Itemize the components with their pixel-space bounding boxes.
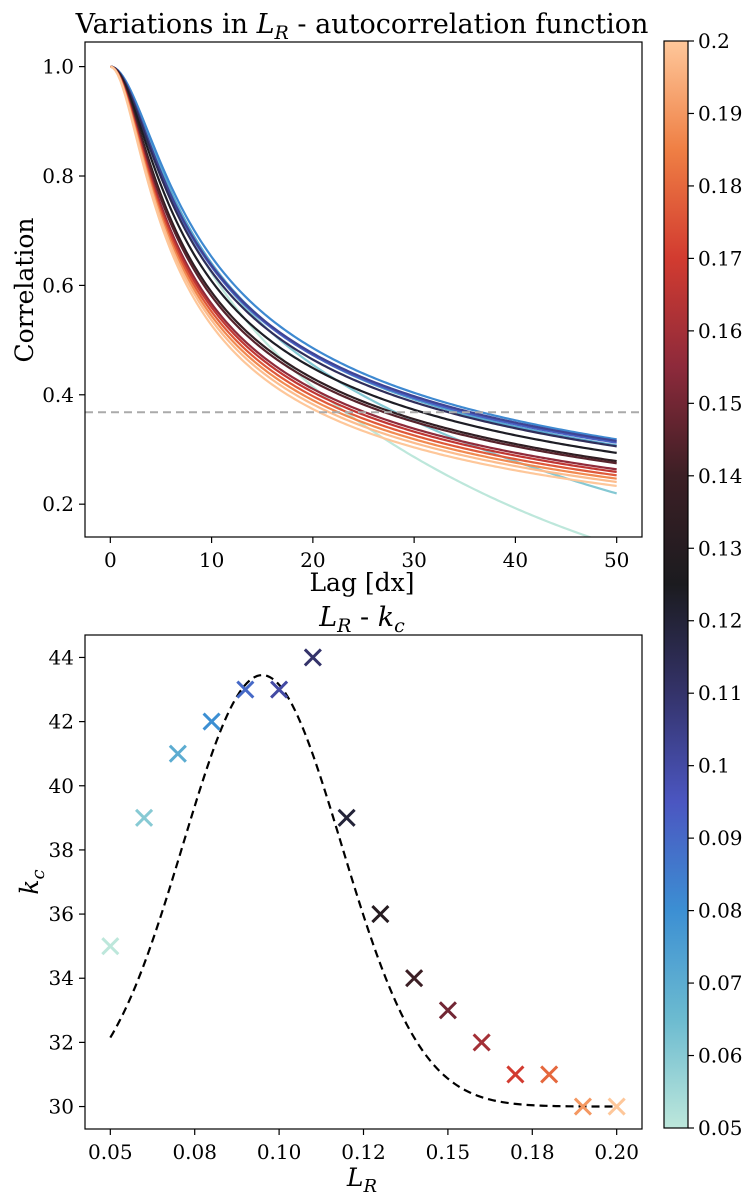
y-tick-label: 1.0 bbox=[42, 55, 74, 79]
autocorrelation-title: Variations in LR - autocorrelation funct… bbox=[75, 9, 649, 44]
autocorrelation-curves bbox=[109, 65, 617, 537]
autocorrelation-panel: Variations in LR - autocorrelation funct… bbox=[10, 9, 648, 597]
x-tick-label: 0.18 bbox=[510, 1140, 555, 1164]
scatter-point-11 bbox=[438, 1001, 457, 1020]
autocorr-series-16 bbox=[109, 65, 617, 488]
autocorr-series-6 bbox=[110, 65, 617, 443]
autocorr-series-12 bbox=[109, 65, 617, 474]
scatter-point-6 bbox=[270, 680, 289, 699]
autocorr-series-9 bbox=[110, 65, 617, 463]
x-tick-label: 0.15 bbox=[426, 1140, 471, 1164]
autocorr-series-4 bbox=[110, 65, 617, 441]
autocorr-series-13 bbox=[109, 65, 617, 477]
x-tick-label: 0.08 bbox=[172, 1140, 217, 1164]
x-tick-label: 10 bbox=[199, 548, 224, 572]
scatter-point-1 bbox=[101, 937, 120, 956]
colorbar-tick-label: 0.15 bbox=[698, 391, 743, 415]
y-tick-label: 0.4 bbox=[42, 383, 74, 407]
colorbar-ticks: 0.05 0.06 0.07 0.08 0.09 0.1 0.11 0.12 0.13 0.14 0… bbox=[688, 29, 743, 1140]
colorbar-tick-label: 0.14 bbox=[698, 464, 743, 488]
lr-kc-x-ticks: 0.05 0.08 0.10 0.12 0.15 0.18 0.20 bbox=[88, 1129, 639, 1164]
colorbar-tick-label: 0.2 bbox=[698, 29, 730, 53]
lr-kc-x-label: LR bbox=[346, 1163, 377, 1197]
autocorr-series-8 bbox=[110, 65, 617, 454]
colorbar-tick-label: 0.13 bbox=[698, 536, 743, 560]
scatter-point-12 bbox=[472, 1033, 491, 1052]
x-tick-label: 0.05 bbox=[88, 1140, 133, 1164]
y-tick-label: 0.6 bbox=[42, 273, 74, 297]
autocorrelation-x-label: Lag [dx] bbox=[309, 568, 414, 597]
x-tick-label: 20 bbox=[300, 548, 325, 572]
scatter-point-8 bbox=[337, 808, 356, 827]
colorbar-tick-label: 0.18 bbox=[698, 174, 743, 198]
y-tick-label: 0.8 bbox=[42, 164, 74, 188]
y-tick-label: 36 bbox=[49, 902, 74, 926]
scatter-point-13 bbox=[506, 1065, 525, 1084]
x-tick-label: 0.10 bbox=[257, 1140, 302, 1164]
autocorr-series-7 bbox=[110, 65, 617, 448]
scatter-point-3 bbox=[168, 744, 187, 763]
scatter-point-16 bbox=[607, 1097, 626, 1116]
autocorrelation-y-label: Correlation bbox=[10, 218, 39, 363]
scatter-point-15 bbox=[573, 1097, 592, 1116]
autocorrelation-y-ticks: 0.2 0.4 0.6 0.8 1.0 bbox=[42, 55, 85, 516]
x-tick-label: 50 bbox=[604, 548, 629, 572]
lr-kc-points bbox=[101, 648, 626, 1116]
scatter-point-5 bbox=[236, 680, 255, 699]
autocorr-series-15 bbox=[109, 65, 617, 484]
y-tick-label: 30 bbox=[49, 1095, 74, 1119]
colorbar-frame bbox=[663, 40, 689, 1129]
x-tick-label: 0 bbox=[104, 548, 117, 572]
colorbar: 0.05 0.06 0.07 0.08 0.09 0.1 0.11 0.12 0.13 0.14 0… bbox=[663, 29, 743, 1140]
x-tick-label: 0.12 bbox=[341, 1140, 386, 1164]
colorbar-tick-label: 0.06 bbox=[698, 1044, 743, 1068]
autocorrelation-x-ticks: 0 10 20 30 40 50 bbox=[104, 537, 629, 572]
colorbar-tick-label: 0.1 bbox=[698, 754, 730, 778]
colorbar-gradient bbox=[664, 41, 688, 1128]
y-tick-label: 40 bbox=[49, 774, 74, 798]
lr-kc-frame bbox=[84, 634, 643, 1130]
colorbar-tick-label: 0.08 bbox=[698, 899, 743, 923]
scatter-point-7 bbox=[303, 648, 322, 667]
scatter-point-4 bbox=[202, 712, 221, 731]
y-tick-label: 32 bbox=[49, 1030, 74, 1054]
colorbar-tick-label: 0.11 bbox=[698, 681, 743, 705]
autocorr-series-10 bbox=[110, 65, 617, 465]
x-tick-label: 0.20 bbox=[594, 1140, 639, 1164]
colorbar-tick-label: 0.05 bbox=[698, 1116, 743, 1140]
lr-kc-y-label: kc bbox=[15, 869, 49, 894]
lr-kc-panel: LR - kc 0.05 0.08 0.10 0.12 0.15 0.18 0.20 303… bbox=[15, 602, 643, 1197]
y-tick-label: 42 bbox=[49, 710, 74, 734]
y-tick-label: 0.2 bbox=[42, 492, 74, 516]
autocorrelation-frame bbox=[84, 41, 643, 538]
x-tick-label: 40 bbox=[503, 548, 528, 572]
scatter-point-2 bbox=[135, 808, 154, 827]
y-tick-label: 44 bbox=[49, 645, 74, 669]
colorbar-tick-label: 0.07 bbox=[698, 971, 743, 995]
scatter-point-9 bbox=[371, 905, 390, 924]
lr-kc-title: LR - kc bbox=[318, 602, 405, 637]
y-tick-label: 38 bbox=[49, 838, 74, 862]
lr-kc-y-ticks: 30 32 34 36 38 40 42 44 bbox=[49, 645, 85, 1119]
y-tick-label: 34 bbox=[49, 966, 74, 990]
scatter-point-10 bbox=[405, 969, 424, 988]
colorbar-tick-label: 0.19 bbox=[698, 101, 743, 125]
colorbar-tick-label: 0.09 bbox=[698, 826, 743, 850]
colorbar-tick-label: 0.16 bbox=[698, 319, 743, 343]
scatter-point-14 bbox=[540, 1065, 559, 1084]
colorbar-tick-label: 0.12 bbox=[698, 609, 743, 633]
colorbar-tick-label: 0.17 bbox=[698, 246, 743, 270]
autocorr-series-14 bbox=[109, 65, 617, 480]
gaussian-fit-line bbox=[109, 673, 617, 1108]
x-tick-label: 30 bbox=[401, 548, 426, 572]
